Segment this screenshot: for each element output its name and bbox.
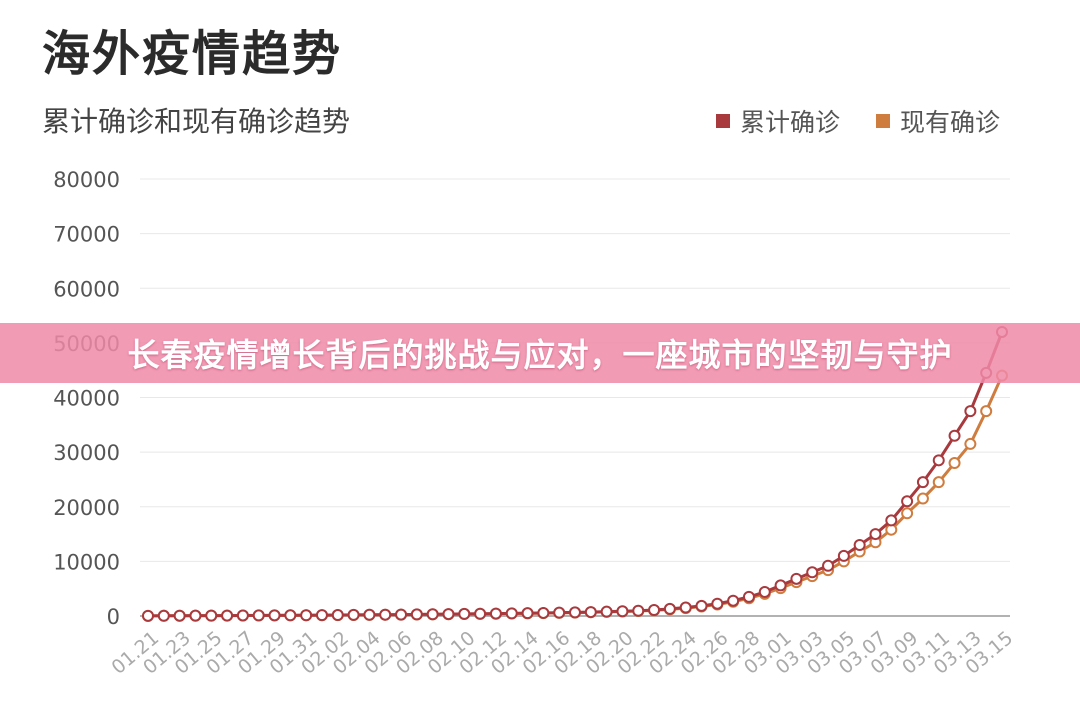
data-point-cumulative <box>901 495 914 508</box>
data-point-cumulative <box>964 405 977 418</box>
data-point-cumulative <box>284 609 297 622</box>
data-point-cumulative <box>727 594 740 607</box>
legend-item-current[interactable]: 现有确诊 <box>875 103 1000 139</box>
data-point-cumulative <box>410 608 423 621</box>
data-point-cumulative <box>932 454 945 467</box>
data-point-cumulative <box>632 604 645 617</box>
y-tick-label: 20000 <box>53 496 120 520</box>
legend-label-current: 现有确诊 <box>899 108 1000 137</box>
data-point-cumulative <box>806 566 819 579</box>
legend-item-cumulative[interactable]: 累计确诊 <box>715 103 840 139</box>
data-point-cumulative <box>442 608 455 621</box>
data-point-cumulative <box>853 538 866 551</box>
data-point-cumulative <box>426 608 439 621</box>
data-point-current <box>901 507 914 520</box>
data-point-cumulative <box>885 514 898 527</box>
data-point-cumulative <box>315 609 328 622</box>
data-point-cumulative <box>157 609 170 622</box>
y-tick-label: 0 <box>107 605 120 629</box>
data-point-cumulative <box>616 605 629 618</box>
legend-label-cumulative: 累计确诊 <box>739 108 840 137</box>
data-point-cumulative <box>458 607 471 620</box>
data-point-cumulative <box>711 597 724 610</box>
y-tick-label: 40000 <box>53 387 120 411</box>
data-point-cumulative <box>679 601 692 614</box>
data-point-cumulative <box>236 609 249 622</box>
data-point-cumulative <box>584 606 597 619</box>
data-point-cumulative <box>331 609 344 622</box>
data-point-cumulative <box>822 559 835 572</box>
legend-swatch-current <box>875 114 890 128</box>
page-title: 海外疫情趋势 <box>42 26 343 82</box>
data-point-cumulative <box>916 476 929 489</box>
headline-banner: 长春疫情增长背后的挑战与应对，一座城市的坚韧与守护 <box>0 323 1080 383</box>
data-point-cumulative <box>205 609 218 622</box>
banner-text: 长春疫情增长背后的挑战与应对，一座城市的坚韧与守护 <box>127 336 953 374</box>
data-point-cumulative <box>790 572 803 585</box>
y-tick-label: 10000 <box>53 550 120 574</box>
data-point-cumulative <box>173 609 186 622</box>
data-point-current <box>916 492 929 505</box>
legend-swatch-cumulative <box>715 114 730 128</box>
data-point-current <box>980 405 993 418</box>
data-point-cumulative <box>553 606 566 619</box>
data-point-cumulative <box>252 609 265 622</box>
y-tick-label: 70000 <box>53 223 120 247</box>
series-line-current <box>147 375 1004 618</box>
data-point-cumulative <box>537 606 550 619</box>
data-point-current <box>932 476 945 489</box>
data-point-cumulative <box>505 607 518 620</box>
data-point-cumulative <box>363 608 376 621</box>
y-tick-label: 80000 <box>53 168 120 192</box>
data-point-cumulative <box>142 609 154 622</box>
data-point-cumulative <box>758 585 771 598</box>
data-point-cumulative <box>189 609 202 622</box>
data-point-cumulative <box>347 608 360 621</box>
data-point-cumulative <box>474 607 487 620</box>
data-point-cumulative <box>948 429 961 442</box>
data-point-cumulative <box>600 605 613 618</box>
data-point-current <box>964 437 977 450</box>
data-point-cumulative <box>569 606 581 619</box>
chart-subtitle: 累计确诊和现有确诊趋势 <box>42 105 351 138</box>
data-point-cumulative <box>869 528 882 541</box>
data-point-cumulative <box>300 609 313 622</box>
y-tick-label: 30000 <box>53 441 120 465</box>
data-point-cumulative <box>489 607 502 620</box>
data-point-cumulative <box>837 549 850 562</box>
data-point-cumulative <box>268 609 281 622</box>
data-point-cumulative <box>221 609 234 622</box>
data-point-cumulative <box>695 599 708 612</box>
data-point-cumulative <box>648 603 661 616</box>
data-point-cumulative <box>521 607 534 620</box>
data-point-cumulative <box>379 608 392 621</box>
data-point-cumulative <box>395 608 408 621</box>
data-point-cumulative <box>742 590 755 603</box>
data-point-current <box>948 457 961 470</box>
data-point-cumulative <box>774 579 787 592</box>
chart-legend: 累计确诊 现有确诊 <box>715 103 1000 139</box>
data-point-cumulative <box>663 602 676 615</box>
y-tick-label: 60000 <box>53 277 120 301</box>
